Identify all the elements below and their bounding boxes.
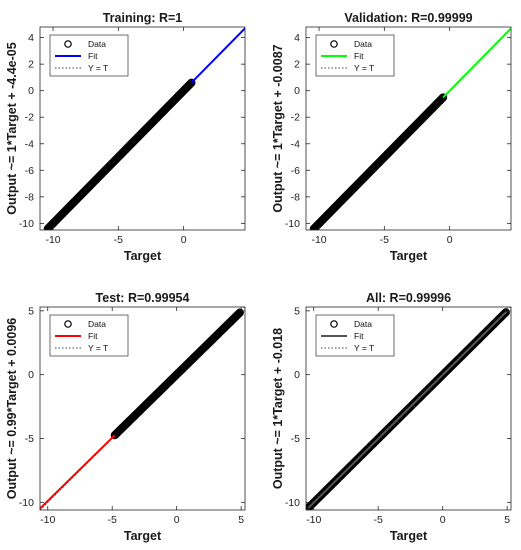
y-tick-label: -10 (19, 218, 34, 230)
y-tick-label: -10 (285, 218, 300, 230)
y-tick-label: 2 (294, 59, 300, 71)
legend: Data Fit Y = T (315, 314, 395, 357)
y-tick-label: 0 (28, 85, 34, 97)
x-tick-label: -5 (380, 234, 389, 246)
y-tick-label: -10 (285, 497, 300, 509)
legend-label: Y = T (88, 63, 108, 73)
fit-line (307, 311, 507, 509)
data-point (235, 308, 244, 317)
regression-panel-2: -10 -5 0 5 -10 -5 0 5 Test: R=0.99954 Target Outpu… (5, 291, 246, 543)
y-tick-label: 5 (294, 305, 300, 317)
x-axis-label: Target (124, 529, 162, 543)
axes-box (305, 26, 512, 231)
y-tick-label: -5 (25, 433, 34, 445)
chart-title: Training: R=1 (103, 11, 183, 25)
x-tick-label: 0 (440, 514, 446, 526)
x-axis-label: Target (124, 249, 162, 263)
y-tick-label: -6 (291, 165, 300, 177)
y-tick-label: -8 (291, 191, 300, 203)
y-axis-label: Output ~= 1*Target + -0.018 (271, 328, 285, 489)
x-tick-label: -10 (306, 514, 321, 526)
x-axis-label: Target (390, 529, 428, 543)
legend-label: Y = T (354, 63, 374, 73)
legend-label: Fit (88, 331, 98, 341)
x-tick-label: 0 (181, 234, 187, 246)
data-point (439, 93, 448, 102)
y-tick-label: 4 (294, 32, 300, 44)
legend-label: Y = T (354, 343, 374, 353)
y-axis-label: Output ~= 1*Target + -4.4e-05 (5, 42, 19, 214)
fit-line (190, 27, 245, 84)
legend-data-swatch (330, 320, 338, 328)
data-series (43, 78, 196, 230)
legend-label: Data (354, 39, 372, 49)
data-series (306, 308, 510, 510)
data-point (501, 308, 510, 317)
data-point (500, 309, 509, 318)
y-tick-label: 0 (28, 369, 34, 381)
x-tick-label: -10 (45, 234, 60, 246)
regression-panel-1: -10 -5 0 -10 -8 -6 -4 -2 0 2 4 Validation: R=0.9999… (271, 11, 512, 263)
x-tick-label: 5 (504, 514, 510, 526)
data-series (110, 308, 244, 440)
x-axis-label: Target (390, 249, 428, 263)
y-tick-label: 0 (294, 369, 300, 381)
legend-label: Fit (354, 331, 364, 341)
chart-title: Validation: R=0.99999 (344, 11, 472, 25)
legend-label: Y = T (88, 343, 108, 353)
x-tick-label: -5 (374, 514, 383, 526)
fit-line (442, 27, 511, 99)
legend-label: Fit (88, 51, 98, 61)
x-tick-label: -5 (108, 514, 117, 526)
y-tick-label: -4 (291, 138, 300, 150)
y-tick-label: 4 (28, 32, 34, 44)
legend-label: Data (88, 319, 106, 329)
regression-panel-3: -10 -5 0 5 -10 -5 0 5 All: R=0.99996 Target Output… (271, 291, 512, 543)
data-point (187, 78, 196, 87)
legend-label: Data (88, 39, 106, 49)
legend: Data Fit Y = T (315, 34, 395, 77)
legend-data-swatch (64, 320, 72, 328)
x-tick-label: 0 (174, 514, 180, 526)
legend-label: Fit (354, 51, 364, 61)
x-tick-label: 5 (238, 514, 244, 526)
y-tick-label: 0 (294, 85, 300, 97)
x-tick-label: 0 (447, 234, 453, 246)
y-tick-label: -2 (291, 112, 300, 124)
x-tick-label: -10 (40, 514, 55, 526)
y-tick-label: 5 (28, 305, 34, 317)
y-tick-label: -2 (25, 112, 34, 124)
chart-title: Test: R=0.99954 (96, 291, 190, 305)
fit-line (40, 434, 116, 510)
regression-panel-0: -10 -5 0 -10 -8 -6 -4 -2 0 2 4 Training: R=1 Target O… (5, 11, 246, 263)
y-axis-label: Output ~= 1*Target + -0.0087 (271, 44, 285, 212)
y-axis-label: Output ~= 0.99*Target + 0.0096 (5, 318, 19, 499)
y-tick-label: -4 (25, 138, 34, 150)
axes-box (39, 26, 246, 231)
chart-title: All: R=0.99996 (366, 291, 451, 305)
y-tick-label: -6 (25, 165, 34, 177)
x-tick-label: -10 (311, 234, 326, 246)
x-tick-label: -5 (114, 234, 123, 246)
data-series (309, 93, 448, 230)
y-tick-label: -10 (19, 497, 34, 509)
y-tick-label: -8 (25, 191, 34, 203)
legend-data-swatch (64, 40, 72, 48)
y-tick-label: 2 (28, 59, 34, 71)
y-tick-label: -5 (291, 433, 300, 445)
axes-box (305, 306, 512, 511)
legend-label: Data (354, 319, 372, 329)
legend: Data Fit Y = T (49, 314, 129, 357)
legend-data-swatch (330, 40, 338, 48)
legend: Data Fit Y = T (49, 34, 129, 77)
axes-box (39, 306, 246, 511)
